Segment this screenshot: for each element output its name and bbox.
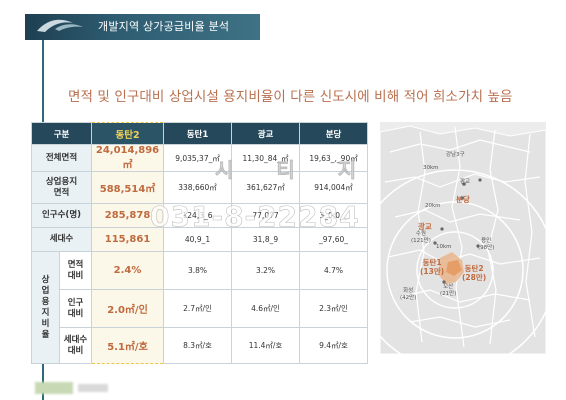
cell-value: 8.3㎡/호 [163, 327, 233, 364]
footer-logo [35, 382, 73, 394]
map-label-30km: 30km [423, 165, 439, 171]
row-label: 면적 대비 [58, 251, 93, 290]
headline: 면적 및 인구대비 상업시설 용지비율이 다른 신도시에 비해 적어 희소가치 … [68, 89, 513, 105]
table-row: 전체면적 24,014,896㎡ 9,035,37_㎡ 11,30_84_㎡ 1… [30, 144, 369, 172]
cell-value: 2.7㎡/인 [163, 289, 233, 328]
group-label: 상업용지비율 [31, 251, 60, 364]
logo-swoosh-icon [37, 19, 83, 32]
map-label-20km: 20km [425, 203, 441, 209]
cell-value: 3.8% [163, 251, 233, 290]
row-label: 인구수(명) [30, 203, 93, 228]
cell-value: 914,004㎡ [299, 171, 369, 204]
cell-dongtan2: 24,014,896㎡ [91, 144, 165, 172]
map-label-suwon: 수원 (121만) [411, 231, 431, 244]
cell-value: 4.6㎡/인 [231, 289, 301, 328]
map-label-bundang: 분당 [456, 195, 470, 204]
cell-value: 361,627㎡ [231, 171, 301, 204]
map-label-yongin: 용인 (98만) [478, 238, 495, 251]
header-title: 개발지역 상가공급비율 분석 [98, 20, 230, 33]
cell-dongtan2: 588,514㎡ [91, 171, 165, 204]
row-label: 상업용지 면적 [30, 171, 93, 204]
comparison-table: 구분 동탄2 동탄1 광교 분당 전체면적 24,014,896㎡ 9,035,… [30, 122, 369, 364]
map-label-gangnam: 강남3구 [446, 152, 465, 158]
watermark-top: 시 티 지 [215, 158, 375, 183]
col-header-bundang: 분당 [299, 122, 369, 145]
cell-dongtan2: 5.1㎡/호 [91, 327, 165, 364]
cell-dongtan2: 2.4% [91, 251, 165, 290]
row-label: 전체면적 [30, 144, 93, 172]
col-header-gwanggyo: 광교 [231, 122, 301, 145]
cell-value: 19,63_,_90㎡ [299, 144, 369, 172]
table-row: 상업용지 면적 588,514㎡ 338,660㎡ 361,627㎡ 914,0… [30, 171, 369, 204]
cell-value: 2.3㎡/인 [299, 289, 369, 328]
cell-value: 9,035,37_㎡ [163, 144, 233, 172]
table-row: 세대수 대비 5.1㎡/호 8.3㎡/호 11.4㎡/호 9.4㎡/호 [32, 327, 369, 364]
cell-value: 4.7% [299, 251, 369, 290]
row-label: 인구 대비 [58, 289, 93, 328]
map-label-gwanggyo: 광교 [418, 222, 432, 231]
col-header-category: 구분 [30, 122, 93, 145]
cell-dongtan2: 2.0㎡/인 [91, 289, 165, 328]
row-label: 세대수 대비 [58, 327, 93, 364]
region-map: 강남3구 30km 판교 분당 20km 광교 수원 (121만) 10km 용… [380, 122, 546, 354]
row-label: 세대수 [30, 227, 93, 252]
cell-dongtan2: 115,861 [91, 227, 165, 252]
col-header-dongtan2: 동탄2 [91, 122, 165, 145]
group-label-text: 상업용지비율 [41, 274, 50, 340]
cell-value: 3.2% [231, 251, 301, 290]
col-header-dongtan1: 동탄1 [163, 122, 233, 145]
table-row: 상업용지비율 면적 대비 2.4% 3.8% 3.2% 4.7% [31, 251, 369, 364]
cell-value: 3_0,0__ [299, 203, 369, 228]
cell-value: _97,60_ [299, 227, 369, 252]
cell-value: 9.4㎡/호 [299, 327, 369, 364]
cell-value: 11.4㎡/호 [231, 327, 301, 364]
footer-text [78, 384, 108, 392]
map-label-10km: 10km [436, 244, 452, 250]
table-row: 인구수(명) 285,878 124,3_6 77,077 3_0,0__ [30, 203, 369, 228]
map-label-hwaseong: 화성 (42만) [400, 288, 417, 301]
map-graphic [380, 122, 546, 354]
map-label-osan: 오산 (21만) [440, 284, 457, 297]
cell-dongtan2: 285,878 [91, 203, 165, 228]
watermark-phone: 031-8-22284 [150, 200, 360, 234]
cell-value: 124,3_6 [163, 203, 233, 228]
map-label-pangyo: 판교 [460, 179, 471, 185]
map-label-dongtan2: 동탄2 (28만) [462, 264, 487, 282]
cell-value: 338,660㎡ [163, 171, 233, 204]
cell-value: 11,30_84_㎡ [231, 144, 301, 172]
table-row: 인구 대비 2.0㎡/인 2.7㎡/인 4.6㎡/인 2.3㎡/인 [32, 289, 369, 328]
map-label-dongtan1: 동탄1 (13만) [420, 258, 445, 276]
